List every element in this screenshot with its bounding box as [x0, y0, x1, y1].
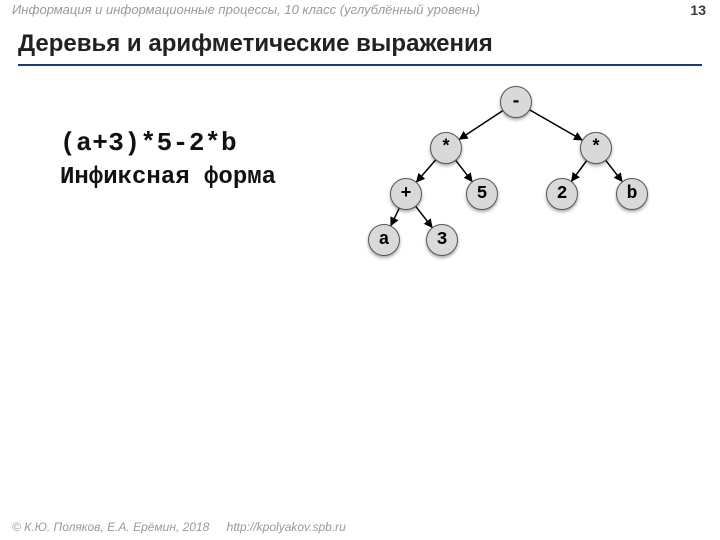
course-line: Информация и информационные процессы, 10… [12, 2, 480, 17]
expression-tree: -**+52ba3 [340, 70, 680, 270]
tree-node: 3 [426, 224, 458, 256]
tree-edge [416, 207, 432, 228]
footer-link: http://kpolyakov.spb.ru [227, 520, 346, 534]
tree-node: * [580, 132, 612, 164]
tree-edge [456, 161, 472, 182]
footer: © К.Ю. Поляков, Е.А. Ерёмин, 2018 http:/… [12, 520, 346, 534]
tree-node: 2 [546, 178, 578, 210]
page-title: Деревья и арифметические выражения [18, 28, 702, 62]
tree-node: + [390, 178, 422, 210]
header-bar: Информация и информационные процессы, 10… [0, 0, 720, 26]
tree-node: - [500, 86, 532, 118]
title-rule [18, 64, 702, 66]
tree-edge [606, 161, 622, 182]
tree-edge [530, 110, 582, 140]
subcaption-text: Инфиксная форма [60, 164, 276, 192]
tree-node: 5 [466, 178, 498, 210]
footer-copyright: © К.Ю. Поляков, Е.А. Ерёмин, 2018 [12, 520, 209, 534]
page-number: 13 [690, 2, 706, 18]
expression-text: (a+3)*5-2*b [60, 128, 237, 158]
tree-node: a [368, 224, 400, 256]
tree-edge [572, 161, 587, 181]
tree-node: * [430, 132, 462, 164]
tree-edge [459, 111, 502, 139]
title-block: Деревья и арифметические выражения [18, 28, 702, 66]
tree-node: b [616, 178, 648, 210]
tree-edge [416, 160, 435, 182]
tree-edge [391, 208, 399, 225]
